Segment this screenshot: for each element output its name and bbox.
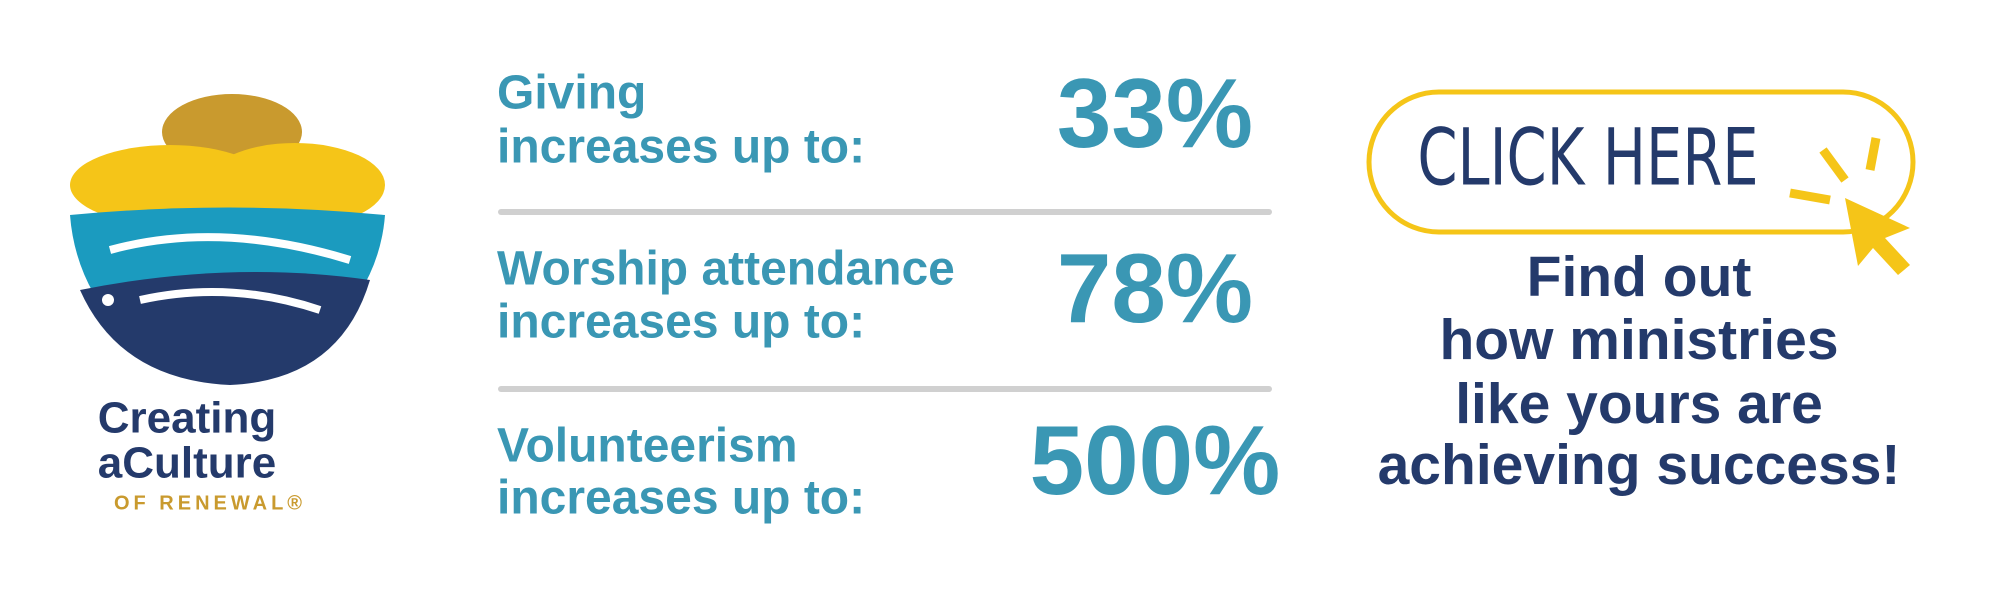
stat-value: 500% — [1030, 405, 1281, 515]
stat-label: increases up to: — [497, 472, 865, 525]
logo-text: aCulture — [98, 439, 276, 488]
click-button-label[interactable]: CLICK HERE — [1417, 112, 1758, 203]
cta-line: how ministries — [1439, 308, 1838, 372]
cursor-icon — [1789, 137, 1910, 275]
stat-label: Volunteerism — [497, 420, 798, 473]
stat-label: increases up to: — [497, 121, 865, 174]
cta-line: like yours are — [1455, 372, 1823, 436]
logo-graphic — [70, 94, 385, 385]
stat-label: Worship attendance — [497, 243, 955, 296]
cta-line: achieving success! — [1378, 433, 1901, 497]
stat-label: increases up to: — [497, 296, 865, 349]
stat-value: 33% — [1057, 58, 1253, 168]
click-button[interactable] — [1366, 89, 1916, 235]
logo-text: Creating — [98, 394, 276, 443]
stat-label: Giving — [497, 67, 646, 120]
cta-line: Find out — [1527, 245, 1752, 309]
logo-tagline: OF RENEWAL® — [114, 492, 306, 514]
stat-value: 78% — [1057, 233, 1253, 343]
